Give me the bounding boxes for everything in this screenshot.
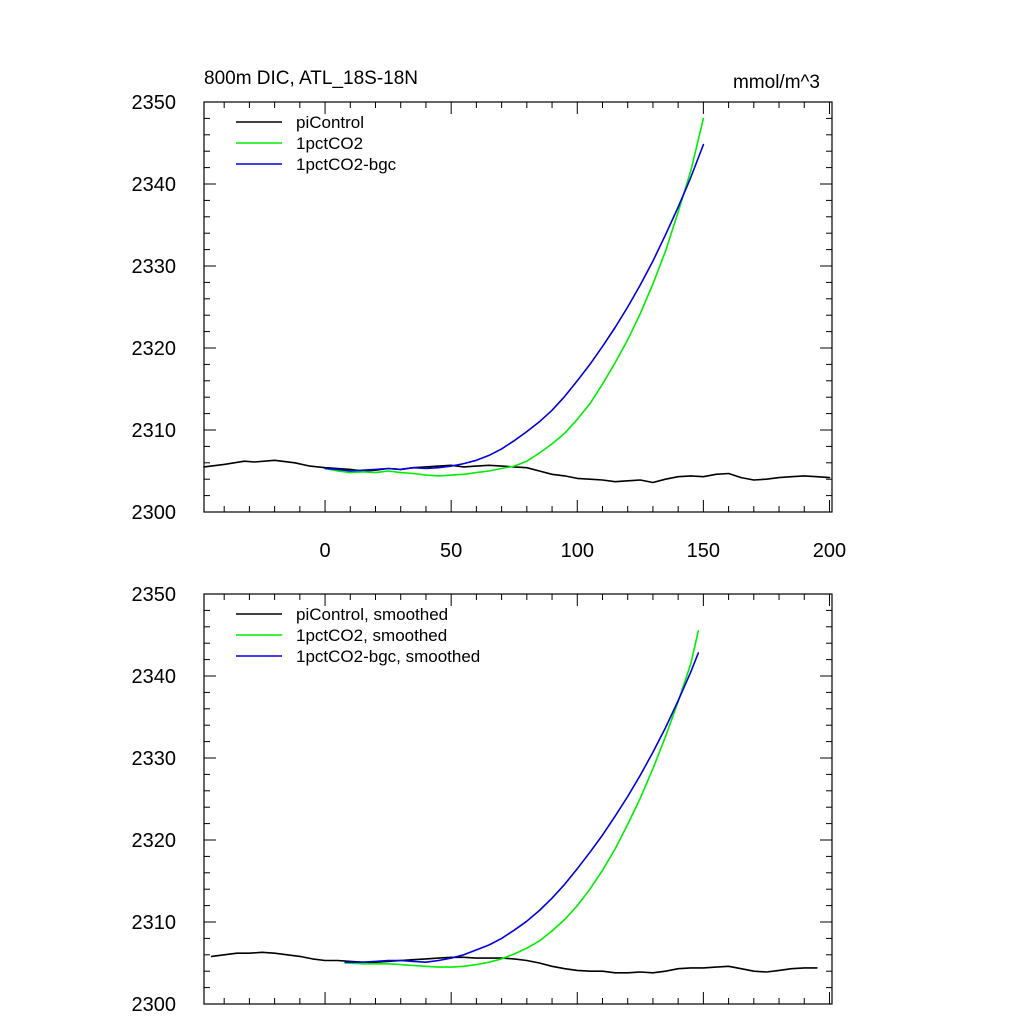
y-tick-label: 2310 (132, 912, 177, 934)
series-line-1pctco2-bgc (324, 143, 705, 472)
y-tick-label: 2350 (132, 92, 177, 114)
series-line-picontrol-smoothed (210, 951, 818, 974)
y-tick-label: 2340 (132, 666, 177, 688)
legend-label: 1pctCO2, smoothed (296, 626, 447, 645)
plot-frame (203, 101, 833, 513)
x-tick-label: 0 (319, 540, 330, 562)
legend-label: 1pctCO2 (296, 134, 363, 153)
y-tick-label: 2330 (132, 256, 177, 278)
y-tick-label: 2300 (132, 994, 177, 1016)
y-tick-label: 2310 (132, 420, 177, 442)
y-tick-label: 2320 (132, 338, 177, 360)
y-tick-label: 2340 (132, 174, 177, 196)
top-panel: 800m DIC, ATL_18S-18N mmol/m^3 2300 2310 2… (132, 68, 847, 562)
y-tick-label: 2330 (132, 748, 177, 770)
y-tick-label: 2320 (132, 830, 177, 852)
legend: piControl 1pctCO2 1pctCO2-bgc (236, 113, 397, 174)
legend-label: piControl, smoothed (296, 605, 448, 624)
x-tick-label: 100 (561, 540, 594, 562)
legend-smoothed: piControl, smoothed 1pctCO2, smoothed 1pct… (236, 605, 480, 666)
series-line-1pctco2 (324, 117, 705, 477)
legend-label: 1pctCO2-bgc, smoothed (296, 647, 480, 666)
y-tick-label: 2350 (132, 584, 177, 606)
legend-label: piControl (296, 113, 364, 132)
legend-label: 1pctCO2-bgc (296, 155, 397, 174)
chart-title: 800m DIC, ATL_18S-18N (204, 68, 418, 89)
units-label: mmol/m^3 (733, 72, 820, 93)
series-line-1pctco2-smoothed (344, 630, 700, 968)
x-tick-label: 200 (813, 540, 846, 562)
series-line-1pctco2-bgc-smoothed (344, 652, 700, 964)
series-line-picontrol (203, 459, 831, 484)
x-tick-label: 150 (687, 540, 720, 562)
plot-frame-smoothed (203, 593, 833, 1005)
x-tick-label: 50 (440, 540, 462, 562)
y-tick-label: 2300 (132, 502, 177, 524)
bottom-panel: 2300 2310 2320 2330 2340 2350 piControl, smoo… (132, 584, 833, 1016)
